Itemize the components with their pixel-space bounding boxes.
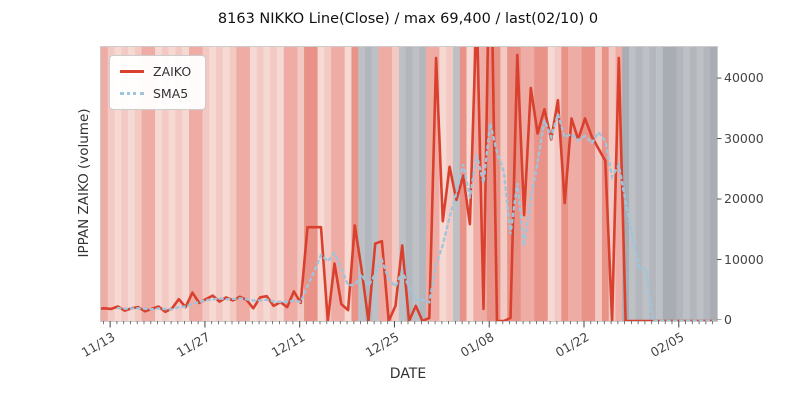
x-tick-label: 01/22 [552,329,592,361]
x-tick-label: 01/08 [458,329,497,361]
y-tick-label: 20000 [724,191,764,207]
y-tick-label: 40000 [724,70,764,86]
x-tick-label: 02/05 [647,329,687,361]
x-tick-labels: 11/13 11/27 12/11 12/25 01/08 01/22 02/05 [79,324,716,366]
x-tick-label: 11/27 [173,329,213,361]
plot-canvas [101,47,717,321]
y-axis-ticks [717,77,722,320]
zaiko-line-swatch [120,70,144,73]
sma5-line [116,109,715,321]
zaiko-line [101,47,714,321]
y-tick-label: 30000 [724,130,764,146]
x-axis-label: DATE [389,366,427,382]
y-tick-label: 10000 [724,251,764,267]
chart-title: 8163 NIKKO Line(Close) / max 69,400 / la… [217,11,599,27]
plot-area: ZAIKO SMA5 [100,46,718,322]
legend: ZAIKO SMA5 [109,55,207,110]
day-bands [101,47,717,321]
sma5-line-swatch [120,92,144,95]
y-tick-labels: 0 10000 20000 30000 40000 [724,46,784,327]
y-tick-label: 0 [724,312,732,327]
x-tick-label: 12/11 [268,329,308,361]
legend-label-sma5: SMA5 [153,86,189,101]
legend-item-sma5: SMA5 [120,86,191,101]
x-axis-ticks [102,321,714,328]
x-tick-label: 11/13 [78,329,118,361]
x-tick-label: 12/25 [363,329,402,361]
legend-label-zaiko: ZAIKO [153,64,192,79]
legend-item-zaiko: ZAIKO [120,64,191,79]
y-axis-label: IPPAN ZAIKO (volume) [76,108,92,258]
